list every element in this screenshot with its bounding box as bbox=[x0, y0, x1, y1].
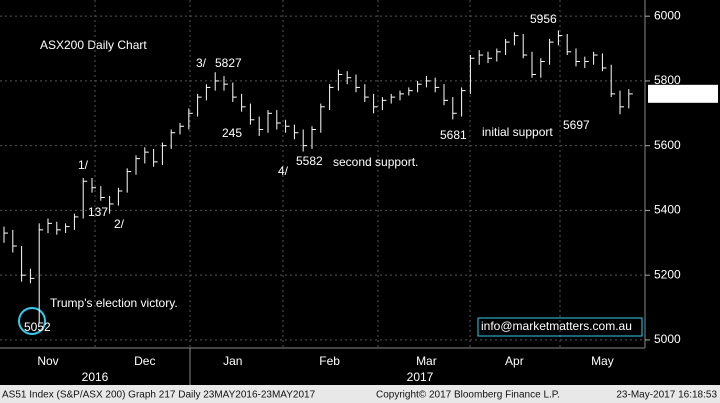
annotation: initial support bbox=[482, 125, 553, 139]
y-tick-label: 5600 bbox=[654, 138, 681, 152]
x-tick-label: Apr bbox=[505, 354, 524, 368]
footer-left: AS51 Index (S&P/ASX 200) Graph 217 Daily… bbox=[2, 390, 316, 401]
footer-bar bbox=[0, 385, 720, 403]
annotation: 245 bbox=[222, 126, 242, 140]
annotation: 2/ bbox=[114, 217, 125, 231]
annotation: 5681 bbox=[440, 128, 467, 142]
last-price-label: 5760.2002 bbox=[652, 86, 709, 100]
info-box bbox=[477, 317, 643, 337]
footer-right: 23-May-2017 16:18:53 bbox=[616, 390, 717, 401]
annotation: 5827 bbox=[215, 56, 242, 70]
last-price-box bbox=[648, 84, 718, 103]
year-label: 2016 bbox=[82, 370, 109, 384]
x-tick-label: Feb bbox=[319, 354, 340, 368]
y-tick-label: 5400 bbox=[654, 203, 681, 217]
chart-title: ASX200 Daily Chart bbox=[40, 38, 147, 52]
annotation: 1/ bbox=[78, 158, 89, 172]
annotation: Trump's election victory. bbox=[50, 296, 178, 310]
x-tick-label: Mar bbox=[416, 354, 437, 368]
highlight-circle bbox=[18, 307, 46, 335]
annotation: 3/ bbox=[196, 56, 207, 70]
y-tick-label: 5200 bbox=[654, 267, 681, 281]
y-tick-label: 5000 bbox=[654, 332, 681, 346]
annotation: info@marketmatters.com.au bbox=[481, 319, 632, 333]
footer-middle: Copyright© 2017 Bloomberg Finance L.P. bbox=[376, 390, 560, 401]
annotation: 5956 bbox=[530, 12, 557, 26]
annotation: second support. bbox=[333, 155, 418, 169]
x-tick-label: Jan bbox=[223, 354, 242, 368]
x-tick-label: Dec bbox=[134, 354, 155, 368]
annotation: 5052 bbox=[24, 320, 51, 334]
annotation: 4/ bbox=[278, 164, 289, 178]
y-tick-label: 5800 bbox=[654, 73, 681, 87]
annotation: 5582 bbox=[296, 154, 323, 168]
x-tick-label: May bbox=[591, 354, 614, 368]
x-tick-label: Nov bbox=[37, 354, 58, 368]
annotation: 5697 bbox=[563, 118, 590, 132]
annotation: 137 bbox=[88, 205, 108, 219]
year-label: 2017 bbox=[407, 370, 434, 384]
y-tick-label: 6000 bbox=[654, 8, 681, 22]
